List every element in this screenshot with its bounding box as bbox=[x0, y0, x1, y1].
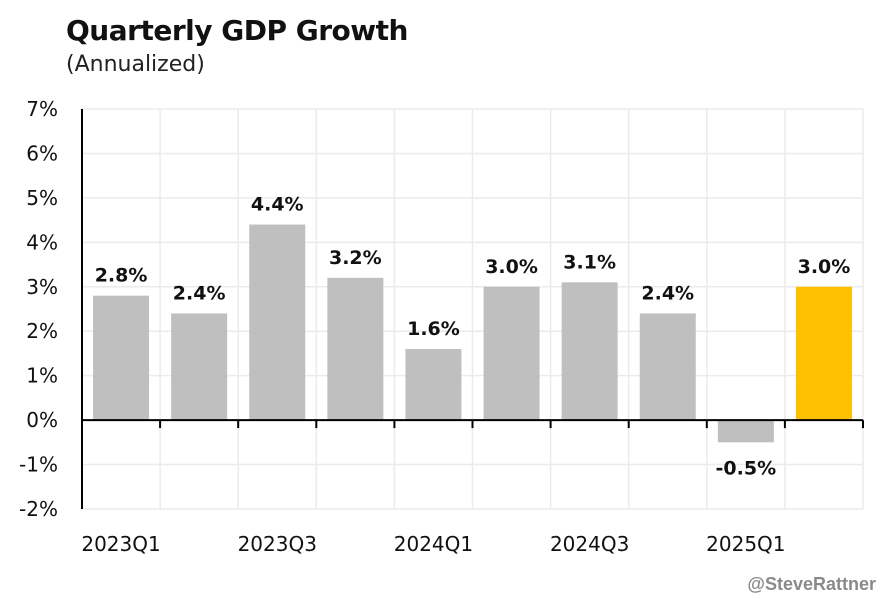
data-label: 4.4% bbox=[251, 194, 304, 216]
y-tick-label: 7% bbox=[26, 97, 58, 121]
data-label: 3.0% bbox=[798, 256, 851, 278]
chart-title: Quarterly GDP Growth bbox=[66, 14, 408, 47]
bar bbox=[405, 349, 462, 421]
x-tick-label: 2024Q1 bbox=[394, 532, 473, 556]
y-tick-label: -2% bbox=[19, 497, 58, 521]
bar bbox=[795, 286, 852, 421]
data-label: 1.6% bbox=[407, 318, 460, 340]
y-tick-label: 2% bbox=[26, 319, 58, 343]
bar bbox=[561, 282, 618, 421]
y-tick-label: 3% bbox=[26, 275, 58, 299]
bar bbox=[93, 295, 150, 421]
chart-subtitle: (Annualized) bbox=[66, 52, 205, 77]
credit-watermark: @SteveRattner bbox=[747, 574, 876, 594]
bar bbox=[483, 286, 540, 421]
y-tick-label: 0% bbox=[26, 408, 58, 432]
data-label: 2.4% bbox=[641, 282, 694, 304]
y-tick-label: 5% bbox=[26, 186, 58, 210]
data-label: 3.2% bbox=[329, 247, 382, 269]
data-label: 3.1% bbox=[563, 251, 616, 273]
x-tick-label: 2023Q1 bbox=[81, 532, 160, 556]
data-label: 2.8% bbox=[95, 265, 148, 287]
bar bbox=[717, 420, 774, 443]
x-tick-label: 2023Q3 bbox=[238, 532, 317, 556]
bar bbox=[171, 313, 228, 421]
data-label: -0.5% bbox=[716, 457, 777, 479]
y-tick-label: 6% bbox=[26, 141, 58, 165]
y-tick-label: -1% bbox=[19, 453, 58, 477]
x-tick-label: 2025Q1 bbox=[706, 532, 785, 556]
x-tick-label: 2024Q3 bbox=[550, 532, 629, 556]
data-label: 2.4% bbox=[173, 282, 226, 304]
bar bbox=[327, 277, 384, 421]
data-label: 3.0% bbox=[485, 256, 538, 278]
bar bbox=[639, 313, 696, 421]
bar bbox=[249, 224, 306, 421]
y-tick-label: 4% bbox=[26, 230, 58, 254]
y-tick-label: 1% bbox=[26, 364, 58, 388]
